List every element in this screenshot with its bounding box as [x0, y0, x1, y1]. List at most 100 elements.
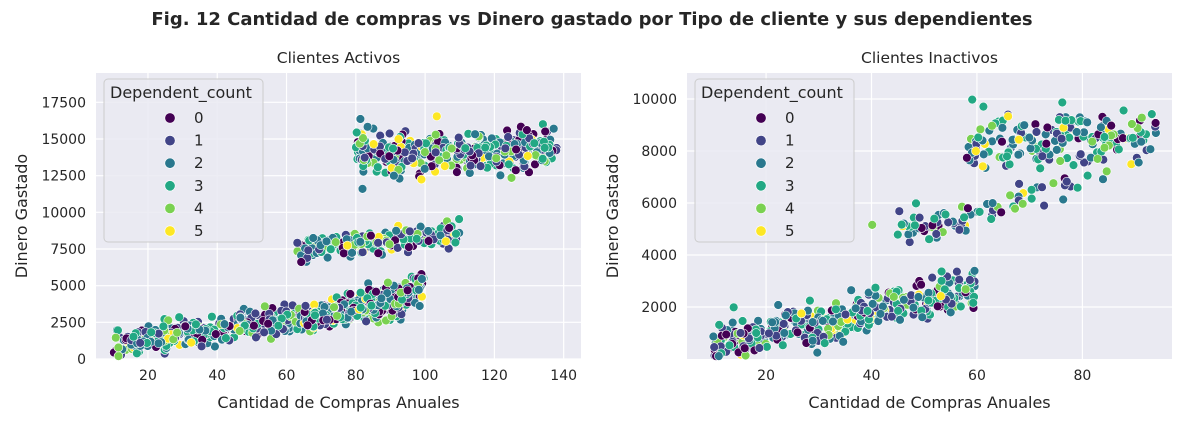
- x-axis-label: Cantidad de Compras Anuales: [808, 393, 1050, 412]
- data-point: [128, 332, 139, 342]
- data-point: [963, 203, 973, 213]
- data-point: [537, 154, 548, 164]
- x-tick-label: 100: [412, 368, 439, 384]
- data-point: [936, 276, 947, 286]
- y-tick-label: 10000: [632, 92, 677, 108]
- data-point: [347, 248, 357, 258]
- data-point: [908, 302, 919, 313]
- data-point: [997, 123, 1008, 133]
- data-point: [1101, 166, 1112, 177]
- data-point: [867, 220, 877, 230]
- y-tick-label: 17500: [41, 95, 86, 111]
- data-point: [968, 298, 978, 308]
- data-point: [383, 277, 393, 288]
- data-point: [807, 317, 818, 327]
- data-point: [875, 309, 886, 319]
- data-point: [465, 160, 476, 171]
- data-point: [431, 147, 441, 158]
- data-point: [1082, 117, 1092, 128]
- x-tick-label: 140: [550, 368, 577, 384]
- data-point: [929, 214, 939, 224]
- data-point: [511, 165, 521, 175]
- data-point: [807, 336, 818, 346]
- data-point: [1037, 182, 1047, 192]
- data-point: [778, 319, 789, 329]
- data-point: [180, 321, 191, 331]
- data-point: [1041, 139, 1052, 149]
- data-point: [1096, 122, 1106, 132]
- data-point: [924, 234, 934, 244]
- data-point: [219, 319, 230, 329]
- data-point: [260, 301, 270, 311]
- data-point: [932, 301, 943, 311]
- data-point: [249, 321, 259, 331]
- data-point: [300, 301, 311, 311]
- data-point: [1039, 200, 1049, 211]
- data-point: [819, 338, 830, 348]
- data-point: [362, 122, 373, 132]
- data-point: [831, 304, 841, 315]
- data-point: [361, 316, 371, 327]
- x-tick-label: 120: [481, 368, 508, 384]
- data-point: [971, 146, 981, 156]
- data-point: [113, 351, 124, 361]
- data-point: [1082, 170, 1093, 181]
- data-point: [954, 274, 964, 285]
- data-point: [211, 329, 221, 339]
- data-point: [895, 315, 905, 325]
- data-point: [914, 212, 925, 223]
- data-point: [235, 326, 245, 336]
- data-point: [1060, 115, 1071, 126]
- data-point: [1037, 151, 1048, 161]
- y-tick-label: 12500: [41, 169, 86, 185]
- data-point: [373, 162, 383, 172]
- data-point: [416, 174, 427, 185]
- data-point: [345, 289, 355, 299]
- data-point: [1133, 157, 1144, 168]
- legend: Dependent_count 0 1 2 3 4 5: [694, 78, 855, 243]
- data-point: [997, 137, 1007, 147]
- data-point: [355, 237, 365, 247]
- data-point: [889, 292, 899, 302]
- data-point: [475, 161, 486, 171]
- data-point: [357, 247, 368, 257]
- legend-marker: [755, 225, 767, 237]
- data-point: [724, 340, 735, 350]
- data-point: [840, 309, 851, 320]
- data-point: [1114, 144, 1124, 155]
- data-point: [1068, 160, 1079, 170]
- legend-marker: [164, 180, 176, 192]
- data-point: [1013, 150, 1024, 160]
- data-point: [431, 130, 441, 140]
- data-point: [1030, 119, 1041, 129]
- legend-entry-label: 2: [785, 154, 795, 172]
- data-point: [358, 133, 368, 143]
- scatter-points: [708, 94, 1161, 361]
- data-point: [764, 328, 774, 338]
- data-point: [389, 171, 399, 181]
- data-point: [355, 114, 366, 124]
- data-point: [1150, 118, 1161, 128]
- data-point: [974, 207, 985, 217]
- data-point: [754, 343, 765, 353]
- data-point: [911, 198, 921, 209]
- data-point: [936, 266, 947, 277]
- data-point: [1136, 137, 1146, 147]
- data-point: [987, 198, 998, 208]
- data-point: [368, 139, 379, 149]
- data-point: [221, 333, 231, 343]
- data-point: [728, 302, 739, 312]
- data-point: [894, 206, 904, 216]
- data-point: [420, 164, 430, 174]
- data-point: [887, 311, 897, 322]
- data-point: [952, 266, 962, 277]
- data-point: [721, 329, 731, 340]
- legend-title: Dependent_count: [110, 83, 252, 103]
- data-point: [146, 327, 156, 337]
- legend-entry-label: 0: [785, 109, 795, 127]
- x-tick-label: 40: [208, 368, 226, 384]
- data-point: [1079, 157, 1089, 168]
- y-tick-label: 7500: [50, 242, 86, 258]
- legend-entry-label: 3: [194, 177, 204, 195]
- data-point: [434, 155, 444, 165]
